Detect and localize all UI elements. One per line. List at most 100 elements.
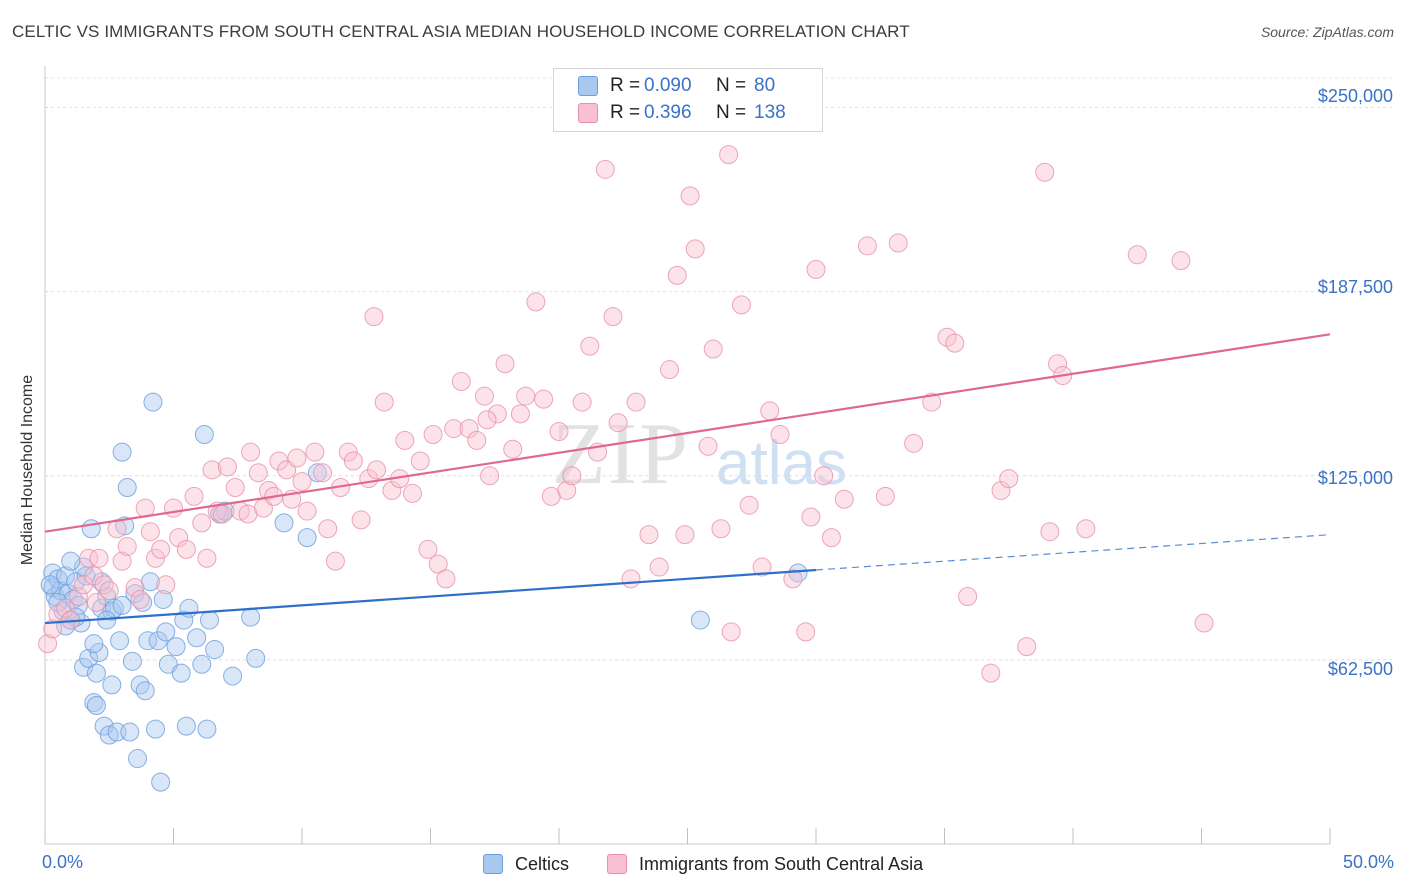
immigrants-point [217, 457, 237, 477]
immigrants-point [459, 419, 479, 439]
celtics-point [122, 651, 142, 671]
n-label: N = [716, 75, 747, 96]
legend-label: Celtics [515, 853, 570, 874]
celtics-point [246, 648, 266, 668]
celtics-point [74, 657, 94, 677]
celtics-point [223, 666, 243, 686]
y-tick-label-62500: $62,500 [1327, 659, 1393, 679]
immigrants-point [146, 548, 166, 568]
celtics-point [205, 640, 225, 660]
immigrants-point [857, 236, 877, 256]
immigrants-point [1171, 251, 1191, 271]
immigrants-point [649, 557, 669, 577]
celtics-trend-extension [815, 534, 1331, 571]
immigrants-point [164, 498, 183, 518]
immigrants-point [526, 292, 546, 312]
celtics-swatch [578, 76, 598, 96]
immigrants-point [572, 392, 592, 412]
n-label: N = [716, 102, 747, 123]
celtics-point [194, 424, 214, 444]
r-label: R = [610, 75, 641, 96]
celtics-point [156, 622, 176, 642]
celtics-point [274, 513, 294, 533]
immigrants-point [739, 495, 759, 515]
celtics-point [66, 572, 86, 592]
celtics-point [143, 392, 163, 412]
immigrants-point [937, 327, 957, 347]
immigrants-point [79, 548, 99, 568]
r-value: 0.396 [644, 102, 692, 123]
immigrants-point [1017, 637, 1037, 657]
celtics-point [187, 628, 207, 648]
immigrants-point [685, 239, 705, 259]
immigrants-point [305, 442, 325, 462]
immigrants-point [721, 622, 741, 642]
celtics-point [112, 595, 132, 615]
immigrants-point [287, 448, 307, 468]
immigrants-point [374, 392, 394, 412]
immigrants-point [474, 386, 494, 406]
celtics-point [307, 463, 327, 483]
celtics-point [215, 501, 235, 521]
immigrants-point [89, 548, 109, 568]
immigrants-point [367, 460, 387, 480]
celtics-point [40, 575, 60, 595]
celtics-point [102, 601, 122, 621]
celtics-point [174, 610, 194, 630]
celtics-point [84, 693, 104, 713]
celtics-point [135, 681, 155, 701]
r-value: 0.090 [644, 75, 692, 96]
celtics-trend-line [44, 568, 817, 625]
immigrants-point [783, 569, 803, 589]
immigrants-point [444, 419, 464, 439]
immigrants-point [418, 539, 438, 559]
immigrants-point [922, 392, 942, 412]
celtics-point [61, 551, 81, 571]
immigrants-point [549, 422, 569, 442]
immigrants-point [151, 539, 171, 559]
immigrants-point [225, 478, 245, 498]
immigrants-swatch [607, 854, 627, 874]
celtics-point [176, 716, 196, 736]
immigrants-point [557, 480, 577, 500]
immigrants-point [821, 528, 841, 548]
celtics-point [115, 516, 135, 536]
immigrants-point [451, 371, 471, 391]
celtics-point [130, 675, 150, 695]
immigrants-point [99, 581, 119, 601]
immigrants-point [562, 466, 582, 486]
immigrants-point [428, 554, 448, 574]
celtics-point [197, 719, 217, 739]
celtics-swatch [483, 854, 503, 874]
legend-item-immigrants[interactable]: Immigrants from South Central Asia [607, 851, 923, 877]
immigrants-point [410, 451, 430, 471]
immigrants-point [1194, 613, 1214, 633]
celtics-point [110, 631, 130, 651]
immigrants-point [834, 489, 854, 509]
n-value: 80 [754, 75, 776, 96]
immigrants-swatch [578, 103, 598, 123]
legend-item-celtics[interactable]: Celtics [483, 851, 569, 877]
immigrants-point [43, 619, 63, 639]
immigrants-point [945, 333, 965, 353]
immigrants-point [197, 548, 217, 568]
immigrants-point [621, 569, 641, 589]
immigrants-point [130, 589, 150, 609]
immigrants-point [1048, 354, 1068, 374]
legend-row-immigrants: R = 0.396 N = 138 [578, 100, 786, 126]
immigrants-point [534, 389, 554, 409]
immigrants-point [495, 354, 515, 374]
data-points [38, 145, 1214, 792]
immigrants-point [711, 519, 731, 539]
immigrants-point [156, 575, 176, 595]
immigrants-point [477, 410, 497, 430]
immigrants-point [423, 424, 443, 444]
immigrants-point [68, 587, 88, 607]
immigrants-point [343, 451, 363, 471]
immigrants-point [318, 519, 338, 539]
celtics-point [133, 592, 153, 612]
celtics-point [86, 696, 106, 716]
immigrants-point [338, 442, 358, 462]
celtics-point [84, 634, 104, 654]
